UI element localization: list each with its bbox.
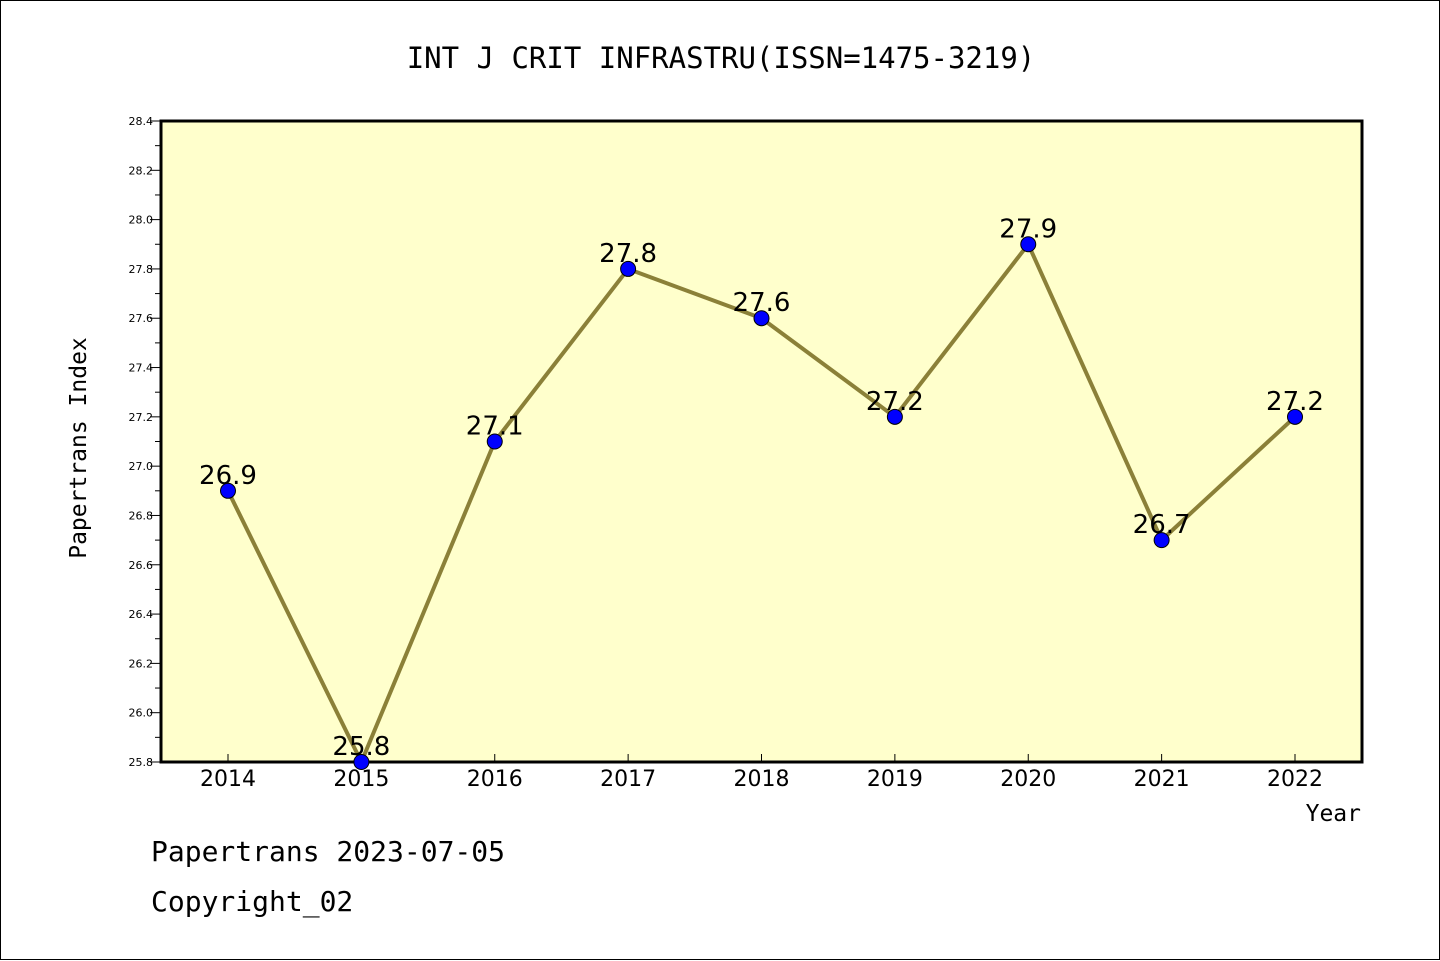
- data-point: [353, 754, 370, 770]
- data-label: 27.6: [733, 288, 791, 318]
- chart-title: INT J CRIT INFRASTRU(ISSN=1475-3219): [407, 41, 1036, 75]
- y-tick-label: 26.8: [129, 509, 154, 522]
- data-point: [1287, 408, 1303, 425]
- data-point: [486, 433, 503, 450]
- y-tick-label: 27.0: [129, 460, 154, 473]
- y-tick-label: 26.6: [129, 559, 154, 572]
- x-tick-label: 2022: [1267, 767, 1323, 792]
- x-axis: 2014 2015 2016 2017 2018 2019 2020 2021 2022: [200, 754, 1323, 792]
- x-tick-label: 2018: [734, 767, 790, 792]
- footer-copyright: Copyright_02: [151, 885, 354, 918]
- data-point: [1153, 532, 1170, 549]
- y-tick-label: 26.2: [129, 657, 154, 670]
- data-point: [1020, 236, 1037, 253]
- x-tick-label: 2016: [467, 767, 523, 792]
- x-tick-label: 2019: [867, 767, 923, 792]
- y-tick-label: 27.6: [129, 312, 154, 325]
- y-tick-label: 27.2: [129, 411, 154, 424]
- data-series: [220, 236, 1303, 770]
- y-tick-label: 27.8: [129, 263, 154, 276]
- data-label: 25.8: [332, 732, 390, 762]
- x-tick-label: 2014: [200, 767, 256, 792]
- x-tick-label: 2017: [600, 767, 656, 792]
- data-label: 27.8: [599, 239, 657, 269]
- y-tick-label: 25.8: [129, 756, 154, 769]
- footer-date: Papertrans 2023-07-05: [151, 835, 506, 868]
- y-tick-label: 26.4: [129, 608, 154, 621]
- y-axis: 25.8 26.0 26.2 26.4 26.6 26.8 27.0 27.2 27.4 27.6…: [129, 115, 161, 769]
- data-point: [753, 310, 770, 327]
- data-label: 27.9: [999, 214, 1057, 244]
- data-point: [620, 260, 637, 277]
- y-axis-label: Papertrans Index: [66, 337, 92, 559]
- x-tick-label: 2021: [1134, 767, 1190, 792]
- data-labels: 26.9 25.8 27.1 27.8 27.6 27.2 27.9 26.7 27.2: [199, 214, 1324, 762]
- x-tick-label: 2015: [333, 767, 389, 792]
- data-label: 26.7: [1133, 510, 1191, 540]
- y-tick-label: 28.0: [129, 214, 154, 227]
- data-label: 26.9: [199, 461, 257, 491]
- x-axis-label: Year: [1306, 801, 1361, 827]
- data-point: [886, 408, 903, 425]
- data-point: [220, 482, 236, 499]
- y-tick-label: 27.4: [129, 362, 154, 375]
- data-label: 27.1: [466, 412, 524, 442]
- data-label: 27.2: [1266, 387, 1324, 417]
- y-tick-label: 28.4: [129, 115, 154, 128]
- y-tick-label: 28.2: [129, 164, 154, 177]
- y-tick-label: 26.0: [129, 707, 154, 720]
- plot-area: [159, 119, 1364, 764]
- data-label: 27.2: [866, 387, 924, 417]
- x-tick-label: 2020: [1000, 767, 1056, 792]
